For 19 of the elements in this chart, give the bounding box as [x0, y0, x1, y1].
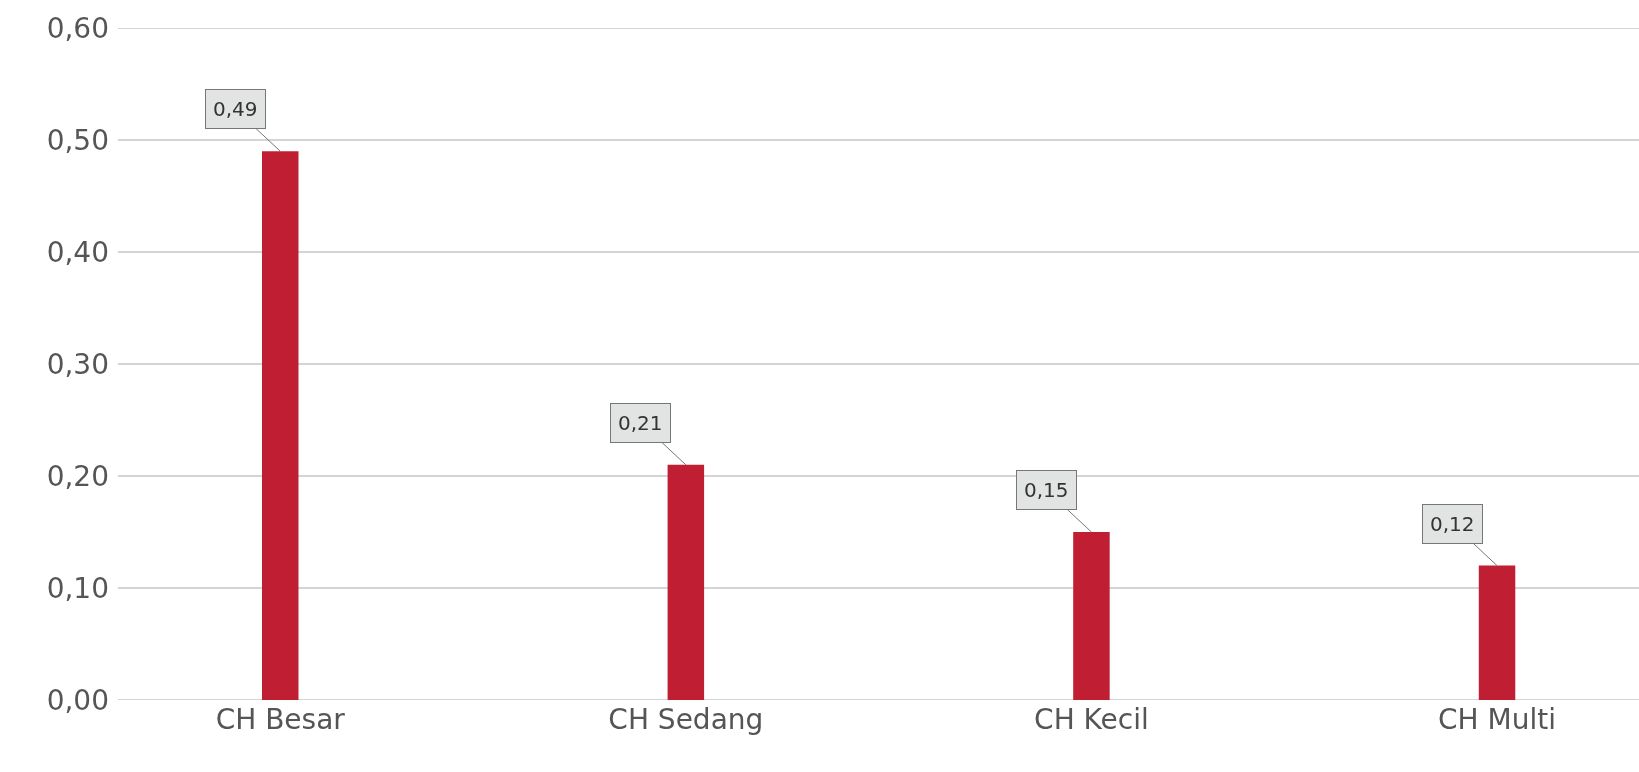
y-tick-label: 0,50 [46, 123, 109, 157]
bar [1073, 532, 1110, 700]
x-tick-label: CH Sedang [608, 703, 764, 736]
bar [261, 151, 299, 700]
y-tick-label: 0,20 [46, 459, 109, 493]
y-tick-label: 0,40 [46, 235, 109, 269]
y-tick-label: 0,60 [46, 11, 109, 45]
data-label: 0,21 [618, 411, 663, 435]
data-label: 0,49 [213, 97, 258, 121]
bar [667, 464, 705, 700]
data-label: 0,12 [1430, 512, 1475, 536]
y-tick-label: 0,30 [46, 347, 109, 381]
x-tick-label: CH Multi [1438, 703, 1557, 736]
data-label: 0,15 [1024, 478, 1069, 502]
y-tick-label: 0,10 [46, 571, 109, 605]
x-tick-label: CH Kecil [1034, 703, 1149, 736]
bar [1478, 565, 1516, 700]
y-tick-label: 0,00 [46, 683, 109, 717]
x-tick-label: CH Besar [215, 703, 346, 736]
